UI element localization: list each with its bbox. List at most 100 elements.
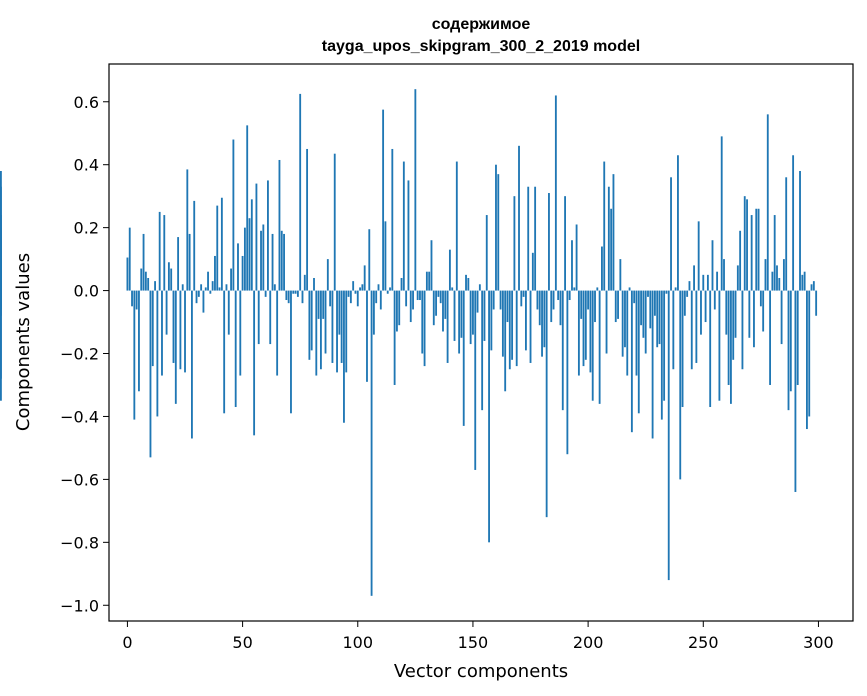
bar-296 xyxy=(808,290,811,417)
bar-77 xyxy=(303,274,306,291)
y-axis-label: Components values xyxy=(13,253,34,431)
bar-232 xyxy=(660,290,663,420)
bar-94 xyxy=(343,290,345,423)
bar-23 xyxy=(179,290,182,370)
bar-164 xyxy=(504,290,507,392)
bar-102 xyxy=(361,284,364,291)
bar-276 xyxy=(762,290,765,332)
bar-139 xyxy=(446,290,449,363)
bar-293 xyxy=(801,274,804,291)
bar-51 xyxy=(243,227,246,291)
bar-84 xyxy=(319,290,322,370)
bar-46 xyxy=(232,139,235,291)
bar-163 xyxy=(501,290,504,357)
bar-129 xyxy=(423,290,426,367)
bar-undefined xyxy=(0,186,2,291)
bar-47 xyxy=(234,290,237,408)
bar-99 xyxy=(354,290,357,294)
bar-89 xyxy=(331,290,334,363)
bar-38 xyxy=(214,255,216,291)
bar-60 xyxy=(264,290,267,297)
bar-104 xyxy=(366,290,368,382)
bar-180 xyxy=(541,290,543,357)
bar-236 xyxy=(670,177,672,291)
bar-145 xyxy=(460,290,463,338)
bar-172 xyxy=(522,290,525,297)
bar-199 xyxy=(584,290,587,360)
bar-90 xyxy=(333,153,336,291)
bar-27 xyxy=(188,233,191,291)
bar-132 xyxy=(430,240,433,291)
bar-210 xyxy=(610,208,613,291)
bar-123 xyxy=(409,290,412,323)
bar-137 xyxy=(442,290,444,332)
y-tick-label: −0.4 xyxy=(60,407,99,426)
bar-83 xyxy=(317,290,320,319)
bars-group xyxy=(0,89,818,596)
bar-141 xyxy=(451,287,454,291)
bar-167 xyxy=(511,290,514,360)
bar-211 xyxy=(612,174,615,291)
bar-128 xyxy=(421,290,424,354)
bar-176 xyxy=(531,252,534,291)
bar-13 xyxy=(156,290,159,417)
bar-228 xyxy=(651,290,654,439)
bar-144 xyxy=(458,290,461,354)
bar-265 xyxy=(736,265,739,291)
bar-245 xyxy=(690,290,693,370)
bar-97 xyxy=(349,290,352,304)
bar-156 xyxy=(485,215,488,291)
bar-86 xyxy=(324,290,327,354)
bar-290 xyxy=(794,290,797,492)
bar-279 xyxy=(769,290,771,385)
bar-93 xyxy=(340,290,343,363)
bar-242 xyxy=(683,290,686,316)
x-tick-label: 150 xyxy=(458,633,489,652)
bar-184 xyxy=(550,290,553,323)
bar-270 xyxy=(748,290,751,338)
bar-162 xyxy=(499,290,502,310)
bar-207 xyxy=(603,161,606,291)
bar-206 xyxy=(601,246,603,291)
bar-253 xyxy=(709,290,712,408)
bar-152 xyxy=(476,290,479,313)
bar-35 xyxy=(207,271,209,291)
bar-186 xyxy=(554,95,557,291)
bar-233 xyxy=(663,290,666,401)
bar-112 xyxy=(384,221,387,291)
bar-55 xyxy=(253,290,256,436)
bar-28 xyxy=(191,290,193,439)
bar-65 xyxy=(276,290,279,376)
bar-120 xyxy=(402,161,405,291)
bar-194 xyxy=(573,287,576,291)
bar-73 xyxy=(294,290,297,294)
bar-81 xyxy=(313,277,315,291)
bar-285 xyxy=(782,259,785,291)
x-tick-label: 300 xyxy=(803,633,834,652)
bar-255 xyxy=(713,290,716,310)
bar-41 xyxy=(220,197,223,291)
bar-260 xyxy=(725,290,728,335)
bar-204 xyxy=(596,287,599,291)
bar-171 xyxy=(520,290,523,307)
bar-37 xyxy=(211,281,214,291)
bar-188 xyxy=(559,290,562,326)
bar-17 xyxy=(165,290,168,335)
bar-125 xyxy=(414,89,417,291)
bar-202 xyxy=(591,290,594,401)
bar-85 xyxy=(322,290,325,319)
bar-108 xyxy=(375,290,378,304)
bar-4 xyxy=(135,290,138,310)
bar-87 xyxy=(326,259,329,291)
bar-2 xyxy=(131,290,133,307)
bar-52 xyxy=(246,125,249,291)
bar-175 xyxy=(529,290,532,363)
bar-30 xyxy=(195,290,198,304)
bar-179 xyxy=(538,290,541,326)
bar-240 xyxy=(679,290,682,480)
y-tick-label: −0.6 xyxy=(60,470,99,489)
bar-146 xyxy=(462,290,465,426)
bar-32 xyxy=(200,284,203,291)
bar-103 xyxy=(363,265,366,291)
y-tick-label: 0.4 xyxy=(74,156,99,175)
